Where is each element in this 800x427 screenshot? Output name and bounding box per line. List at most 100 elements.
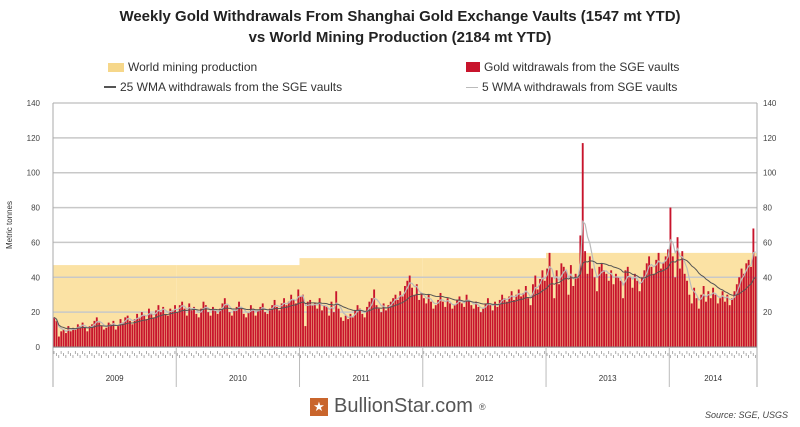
withdrawal-bar [465, 294, 468, 347]
withdrawal-bar [143, 315, 146, 347]
withdrawal-bar [138, 317, 141, 347]
withdrawal-bar [681, 251, 684, 347]
withdrawal-bar [171, 310, 174, 347]
withdrawal-bar [121, 322, 124, 347]
withdrawal-bar [65, 333, 67, 347]
withdrawal-bar [657, 252, 660, 347]
withdrawal-bar [119, 319, 122, 347]
withdrawal-bar [169, 308, 172, 347]
withdrawal-bar [93, 320, 96, 347]
withdrawal-bar [641, 277, 643, 347]
withdrawal-bar [176, 312, 179, 347]
withdrawal-bar [733, 291, 736, 347]
withdrawal-bar [501, 294, 504, 347]
withdrawal-bar [588, 256, 591, 347]
withdrawal-bar [596, 291, 598, 347]
withdrawal-bar [247, 312, 250, 347]
y-tick-label-right: 40 [763, 273, 772, 282]
withdrawal-bar [290, 294, 293, 347]
registered-mark: ® [478, 401, 486, 412]
withdrawal-bar [273, 299, 276, 347]
withdrawal-bar [344, 315, 347, 347]
withdrawal-bar [228, 312, 231, 347]
withdrawal-bar [304, 326, 307, 347]
withdrawal-bar [202, 301, 205, 347]
withdrawal-bar [598, 266, 601, 347]
withdrawal-bar [318, 298, 321, 347]
withdrawal-bar [425, 303, 428, 347]
withdrawal-bar [57, 336, 60, 347]
withdrawal-bar [534, 275, 537, 347]
withdrawal-bar [446, 298, 449, 347]
withdrawal-bar [190, 310, 193, 347]
year-label-2009: 2009 [106, 374, 124, 383]
withdrawal-bar [714, 294, 717, 347]
withdrawal-bar [188, 303, 191, 347]
withdrawal-bar [484, 303, 487, 347]
withdrawal-bar [392, 298, 395, 347]
withdrawal-bar [325, 306, 328, 347]
withdrawal-bar [396, 299, 399, 347]
legend-mining-label: World mining production [128, 60, 258, 74]
withdrawal-bar [323, 305, 326, 347]
withdrawal-bar [292, 299, 295, 347]
withdrawal-bar [740, 268, 743, 347]
y-tick-label-left: 120 [27, 134, 41, 143]
withdrawal-bar [140, 312, 143, 347]
withdrawal-bar [340, 317, 342, 347]
y-tick-label-left: 40 [31, 273, 40, 282]
withdrawal-bar [543, 280, 546, 347]
legend-wma5-swatch [466, 86, 478, 88]
withdrawal-bar [631, 287, 634, 347]
withdrawal-bar [581, 143, 584, 347]
withdrawal-bar [387, 305, 390, 347]
withdrawal-bar [574, 273, 577, 347]
withdrawal-bar [385, 310, 387, 347]
year-label-2010: 2010 [229, 374, 247, 383]
withdrawal-bar [223, 298, 226, 347]
withdrawal-bar [491, 310, 494, 347]
withdrawal-bar [287, 301, 290, 347]
withdrawal-bar [413, 294, 416, 347]
withdrawal-bar [105, 327, 108, 347]
withdrawal-bar [183, 308, 186, 347]
withdrawal-bar [193, 306, 195, 347]
withdrawal-bar [242, 313, 245, 347]
withdrawal-bar [477, 306, 480, 347]
withdrawal-bar [719, 298, 722, 347]
withdrawal-bar [707, 291, 710, 347]
withdrawal-bar [560, 263, 563, 347]
withdrawal-bar [382, 303, 385, 347]
withdrawal-bar [351, 317, 354, 347]
withdrawal-bar [309, 299, 312, 347]
withdrawal-bar [622, 298, 624, 347]
withdrawal-bar [524, 286, 527, 347]
withdrawal-bar [536, 289, 539, 347]
withdrawal-bar [453, 305, 456, 347]
withdrawal-bar [375, 305, 378, 347]
withdrawal-bar [754, 256, 757, 347]
withdrawal-bar [517, 289, 520, 347]
withdrawal-bar [532, 284, 534, 347]
withdrawal-bar [166, 315, 169, 347]
withdrawal-bar [252, 308, 255, 347]
withdrawal-bar [650, 266, 653, 347]
withdrawal-bar [486, 298, 489, 347]
withdrawal-bar [652, 273, 655, 347]
withdrawal-bar [432, 308, 435, 347]
withdrawal-bar [472, 308, 475, 347]
withdrawal-bar [155, 310, 157, 347]
year-label-2013: 2013 [599, 374, 617, 383]
withdrawal-bar [84, 327, 86, 347]
withdrawal-bar [586, 273, 589, 347]
withdrawal-bar [716, 303, 719, 347]
withdrawal-bar [197, 317, 200, 347]
withdrawal-bar [212, 306, 214, 347]
withdrawal-bar [79, 326, 82, 347]
withdrawal-bar [527, 298, 530, 347]
withdrawal-bar [321, 310, 323, 347]
withdrawal-bar [332, 312, 335, 347]
withdrawal-bar [633, 273, 636, 347]
year-label-2011: 2011 [353, 374, 371, 383]
